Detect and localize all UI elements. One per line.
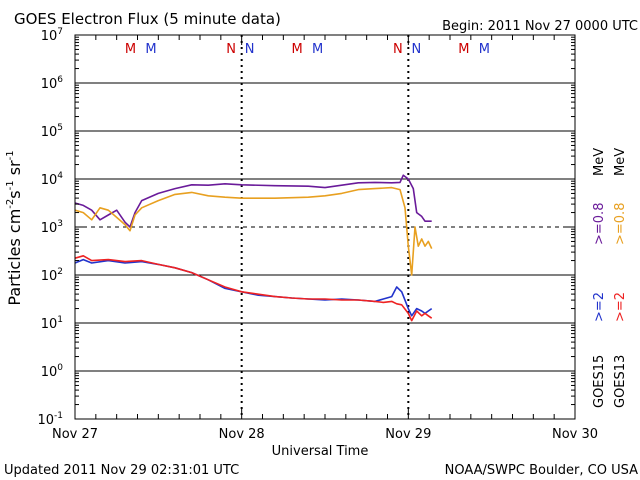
source-credit: NOAA/SWPC Boulder, CO USA (445, 463, 638, 478)
marker-m: M (312, 42, 323, 57)
y-tick-label: 107 (41, 27, 63, 44)
marker-n: N (411, 42, 421, 57)
chart-title: GOES Electron Flux (5 minute data) (14, 10, 281, 28)
legend-entry: >=0.8 (613, 203, 628, 245)
legend-entry: MeV (613, 148, 628, 176)
y-tick-label-base: 10 (37, 413, 54, 428)
updated-timestamp: Updated 2011 Nov 29 02:31:01 UTC (4, 463, 239, 478)
x-tick-label: Nov 29 (385, 427, 431, 442)
x-tick-label: Nov 30 (552, 427, 598, 442)
y-axis-label: Particles cm-2s-1 sr-1 (5, 150, 24, 305)
series-line-3 (74, 255, 433, 322)
marker-n: N (245, 42, 255, 57)
y-tick-label: 10-1 (37, 411, 63, 428)
y-tick-label-base: 10 (41, 29, 58, 44)
y-tick-label: 103 (41, 219, 63, 236)
y-tick-label: 100 (41, 363, 64, 380)
y-tick-label: 102 (41, 267, 63, 284)
y-tick-label: 105 (41, 123, 63, 140)
marker-m: M (145, 42, 156, 57)
y-tick-label-base: 10 (41, 365, 58, 380)
y-tick-label: 101 (41, 315, 63, 332)
y-tick-label-base: 10 (41, 221, 58, 236)
y-tick-label-exp: 0 (57, 363, 63, 373)
legend-entry: MeV (592, 148, 607, 176)
legend-entry: >=0.8 (592, 203, 607, 245)
begin-label: Begin: 2011 Nov 27 0000 UTC (442, 19, 638, 34)
y-tick-label-base: 10 (41, 125, 58, 140)
y-tick-label-exp: 4 (57, 171, 63, 181)
y-tick-label-exp: 7 (57, 27, 63, 37)
legend-entry: >=2 (592, 292, 607, 322)
legend-entry: GOES15 (592, 355, 607, 408)
y-tick-label-base: 10 (41, 173, 58, 188)
marker-n: N (393, 42, 403, 57)
y-tick-label-exp: 2 (57, 267, 63, 277)
marker-n: N (226, 42, 236, 57)
legend-entry: >=2 (613, 292, 628, 322)
series-line-2 (74, 258, 433, 317)
grid-lines (75, 35, 575, 419)
x-tick-label: Nov 28 (219, 427, 265, 442)
y-tick-label-exp: 5 (57, 123, 63, 133)
marker-m: M (292, 42, 303, 57)
series-line-0 (74, 174, 432, 228)
y-tick-label-base: 10 (41, 77, 58, 92)
right-legend: GOES15 GOES13 >=2 >=2 >=0.8 >=0.8 MeV MeV (592, 148, 628, 408)
marker-m: M (479, 42, 490, 57)
y-tick-label-base: 10 (41, 269, 58, 284)
y-tick-label-base: 10 (41, 317, 58, 332)
x-tick-label: Nov 27 (52, 427, 98, 442)
x-axis-label: Universal Time (272, 444, 369, 459)
series-line-1 (74, 186, 433, 276)
axis-ticks (74, 34, 576, 420)
y-tick-label-exp: 1 (57, 315, 63, 325)
y-tick-label-exp: 6 (57, 75, 63, 85)
marker-m: M (125, 42, 136, 57)
y-tick-label-exp: -1 (54, 411, 63, 421)
legend-entry: GOES13 (613, 355, 628, 408)
y-tick-label: 106 (41, 75, 64, 92)
y-tick-label-exp: 3 (57, 219, 63, 229)
data-series (74, 174, 433, 322)
y-tick-label: 104 (41, 171, 64, 188)
marker-m: M (458, 42, 469, 57)
